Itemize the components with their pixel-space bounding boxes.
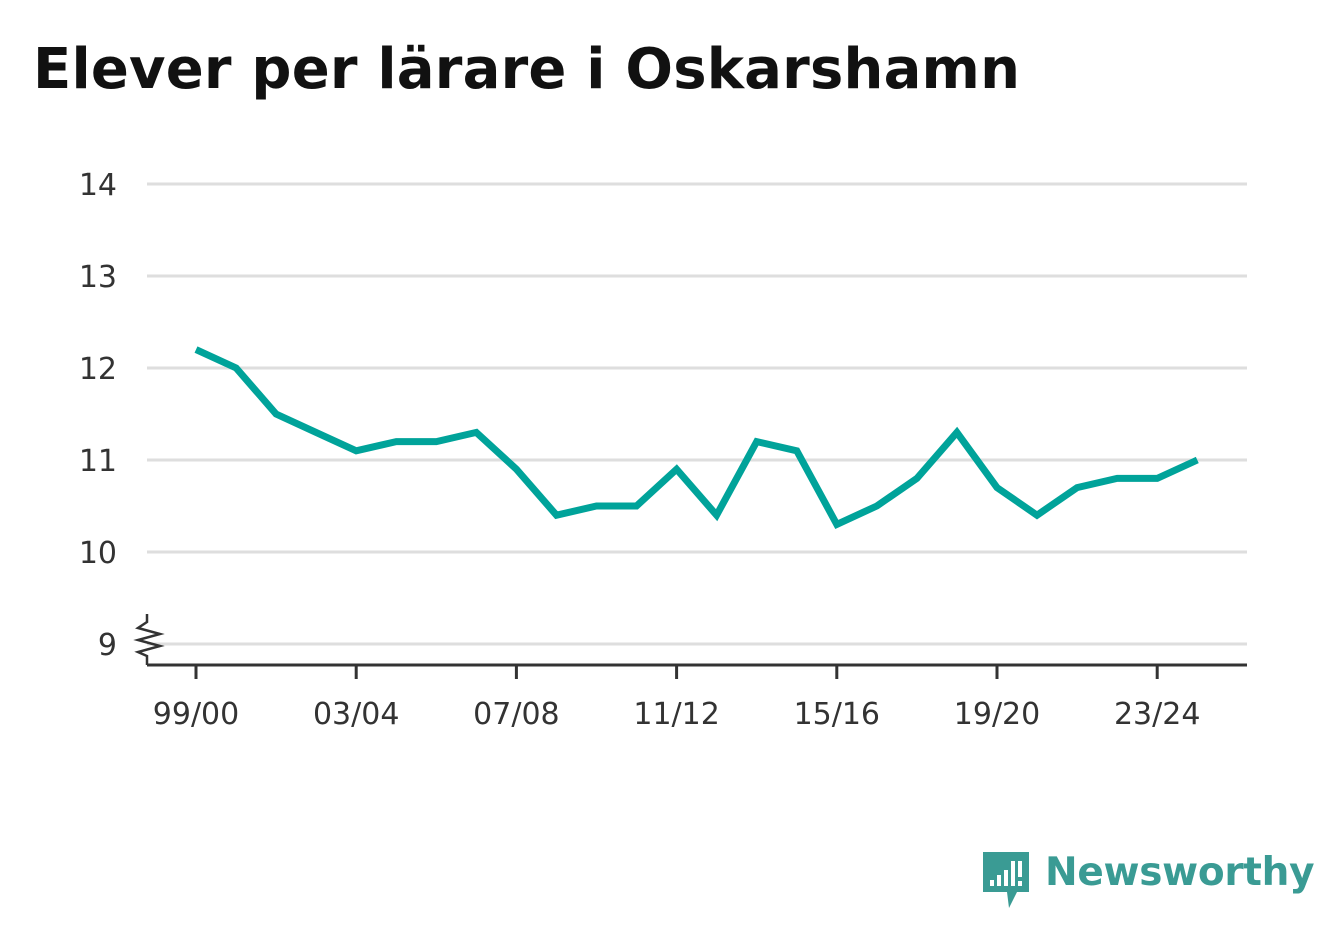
y-tick-label: 9 — [98, 628, 117, 663]
gridlines — [147, 182, 1247, 646]
x-tick-label: 19/20 — [954, 697, 1040, 732]
x-tick-label: 03/04 — [313, 697, 399, 732]
x-tick-label: 99/00 — [153, 697, 239, 732]
y-tick-label: 11 — [79, 444, 117, 479]
y-tick-label: 12 — [79, 352, 117, 387]
page-title: Elever per lärare i Oskarshamn — [33, 37, 1021, 102]
line-chart: 9 10 11 12 13 14 99/00 03/04 07/08 11/12 15/16 19/… — [79, 168, 1247, 732]
x-tick-label: 23/24 — [1114, 697, 1200, 732]
newsworthy-logo-icon — [983, 852, 1029, 908]
x-tick-label: 07/08 — [473, 697, 559, 732]
x-tick-label: 11/12 — [633, 697, 719, 732]
y-tick-label: 14 — [79, 168, 117, 203]
brand-name: Newsworthy — [1045, 850, 1315, 895]
x-tick-label: 15/16 — [794, 697, 880, 732]
axis-break-icon — [133, 614, 165, 665]
y-tick-label: 10 — [79, 536, 117, 571]
series-layer — [194, 346, 1199, 529]
y-tick-label: 13 — [79, 260, 117, 295]
x-axis-ticks: 99/00 03/04 07/08 11/12 15/16 19/20 23/24 — [153, 665, 1200, 732]
series-line-0 — [194, 346, 1199, 529]
newsworthy-logo: Newsworthy — [981, 850, 1315, 912]
y-axis-ticks: 9 10 11 12 13 14 — [79, 168, 165, 665]
